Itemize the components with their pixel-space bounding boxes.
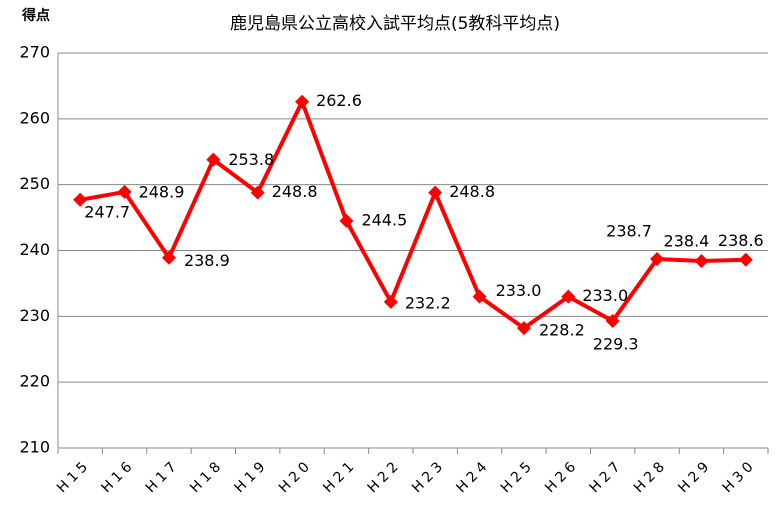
x-tick-label: H21	[320, 456, 360, 496]
data-label: 248.9	[139, 182, 185, 201]
data-point	[295, 94, 310, 109]
y-tick-label: 270	[19, 43, 50, 62]
data-point	[472, 289, 487, 304]
x-tick-label: H17	[143, 456, 183, 496]
x-tick-label: H26	[542, 456, 582, 496]
y-tick-label: 210	[19, 438, 50, 457]
data-point	[383, 294, 398, 309]
data-label: 247.7	[84, 202, 130, 221]
data-label: 233.0	[582, 286, 628, 305]
x-tick-label: H19	[232, 456, 272, 496]
data-label: 253.8	[228, 150, 274, 169]
x-tick-label: H20	[276, 456, 316, 496]
data-point	[605, 313, 620, 328]
series-line	[79, 99, 746, 331]
data-point	[561, 289, 576, 304]
y-tick-label: 240	[19, 240, 50, 259]
data-label: 233.0	[496, 281, 542, 300]
x-tick-label: H27	[587, 456, 627, 496]
x-tick-label: H18	[187, 456, 227, 496]
data-point	[428, 185, 443, 200]
data-label: 229.3	[593, 334, 639, 353]
data-label: 238.4	[664, 232, 710, 251]
data-point	[339, 213, 354, 228]
data-label: 248.8	[272, 182, 318, 201]
data-point	[250, 185, 265, 200]
data-point	[694, 254, 709, 269]
data-label: 232.2	[405, 293, 451, 312]
x-tick-label: H22	[365, 456, 405, 496]
data-label: 228.2	[539, 321, 585, 340]
x-tick-label: H15	[54, 456, 94, 496]
y-tick-label: 260	[19, 108, 50, 127]
data-point	[738, 252, 753, 267]
data-point	[650, 252, 665, 267]
data-point	[73, 192, 88, 207]
chart-title: 鹿児島県公立高校入試平均点(5教科平均点)	[230, 14, 560, 34]
y-tick-label: 220	[19, 372, 50, 391]
data-label: 244.5	[361, 210, 407, 229]
x-tick-label: H29	[675, 456, 715, 496]
data-label: 238.9	[184, 251, 230, 270]
x-tick-label: H16	[98, 456, 138, 496]
data-point	[161, 250, 176, 265]
x-tick-label: H28	[631, 456, 671, 496]
x-tick-label: H24	[453, 456, 493, 496]
data-point	[516, 321, 531, 336]
data-point	[117, 184, 132, 199]
data-label: 238.7	[606, 222, 652, 241]
y-tick-label: 250	[19, 174, 50, 193]
y-axis-label: 得点	[21, 7, 50, 24]
x-tick-label: H25	[498, 456, 538, 496]
data-label: 262.6	[316, 91, 362, 110]
y-tick-label: 230	[19, 306, 50, 325]
x-tick-label: H30	[720, 456, 760, 496]
x-tick-label: H23	[409, 456, 449, 496]
data-label: 238.6	[718, 231, 764, 250]
data-point	[206, 152, 221, 167]
data-label: 248.8	[449, 182, 495, 201]
